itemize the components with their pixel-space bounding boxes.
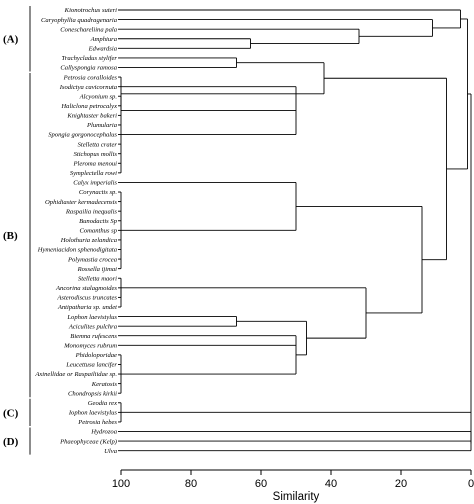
group-label: (B)	[3, 230, 18, 242]
leaf-label: Stelletta maori	[78, 275, 117, 282]
leaf-label: Trachycladus stylifer	[62, 55, 118, 62]
leaf-label: Petrosia coralloides	[63, 74, 118, 81]
leaf-label: Caryophyllia quadragenaria	[41, 17, 118, 24]
leaf-label: Phidoloporidae	[75, 352, 117, 359]
leaf-label: Antipatharia sp. undet	[57, 304, 117, 311]
leaf-label: Callyspongia ramosa	[60, 65, 117, 72]
leaf-label: Ancorina stalagmoides	[55, 285, 117, 292]
leaf-labels: Kionotrochus suteri Caryophyllia quadrage…	[34, 7, 117, 455]
leaf-label: Comanthus sp	[79, 228, 117, 235]
x-axis-title: Similarity	[273, 491, 320, 503]
leaf-label: Holothuria zelandica	[60, 237, 118, 244]
leaf-label: Corynactis sp.	[79, 189, 117, 196]
x-tick-label: 60	[255, 478, 267, 490]
leaf-label: Iophon laevistylus	[68, 410, 118, 417]
leaf-label: Rossella ijimai	[77, 266, 118, 273]
leaf-label: Monomyces rubrum	[63, 343, 117, 350]
leaf-label: Coneschareliina pala	[60, 26, 117, 33]
leaf-label: Polymastia crocea	[67, 256, 118, 263]
leaf-label: Stichopus mollis	[74, 151, 118, 158]
x-tick-label: 100	[112, 478, 130, 490]
leaf-label: Raspailia inequalis	[65, 208, 118, 215]
leaf-label: Phaeophyceae (Kelp)	[59, 438, 117, 445]
leaf-label: Alcyonium sp.	[79, 93, 118, 100]
leaf-label: Geodia rex	[88, 400, 117, 407]
leaf-label: Kionotrochus suteri	[64, 7, 117, 14]
dendrogram-links	[118, 9, 472, 452]
leaf-label: Hydrozoa	[90, 429, 117, 436]
leaf-label: Haliclona petrocalyx	[60, 103, 117, 110]
leaf-label: Keratosis	[91, 381, 118, 388]
leaf-label: Lophon laevistylus	[66, 314, 117, 321]
leaf-label: Edwardsia	[88, 46, 118, 53]
leaf-label: Leucettusa lancifer	[65, 362, 117, 369]
x-tick-label: 20	[395, 478, 407, 490]
leaf-label: Spongia gorgonocephalus	[48, 132, 117, 139]
leaf-label: Ulva	[104, 448, 118, 455]
leaf-label: Amphiura	[90, 36, 118, 43]
group-labels: (A) (B) (C) (D)	[3, 34, 19, 448]
group-label: (A)	[3, 34, 19, 46]
x-tick-label: 40	[325, 478, 337, 490]
x-tick-label: 0	[468, 478, 474, 490]
leaf-label: Petrosia hebes	[77, 419, 117, 426]
leaf-label: Hymeniacidon sphenodigitata	[37, 247, 118, 254]
leaf-label: Isodictya cavicornuta	[59, 84, 118, 91]
group-label: (D)	[3, 436, 19, 448]
group-label: (C)	[3, 407, 19, 419]
similarity-axis: 100 80 60 40 20 0	[112, 469, 474, 490]
x-tick-label: 80	[185, 478, 197, 490]
leaf-label: Aciculites pulchra	[68, 323, 118, 330]
leaf-label: Asterodiscus truncates	[56, 295, 117, 302]
leaf-label: Symplectella rowi	[70, 170, 117, 177]
leaf-label: Axinellidae or Raspailiidae sp.	[34, 371, 117, 378]
leaf-label: Knightaster bakeri	[66, 113, 117, 120]
leaf-label: Stelletta crater	[78, 141, 118, 148]
leaf-label: Chondropsis kirkii	[68, 390, 117, 397]
leaf-label: Bunodactis Sp	[79, 218, 118, 225]
leaf-label: Pleroma menoui	[72, 160, 117, 167]
leaf-label: Biemna rufescens	[70, 333, 117, 340]
leaf-label: Calyx imperialis	[73, 180, 117, 187]
leaf-label: Plumularia	[86, 122, 118, 129]
leaf-label: Ophidiaster kermadecensis	[45, 199, 117, 206]
